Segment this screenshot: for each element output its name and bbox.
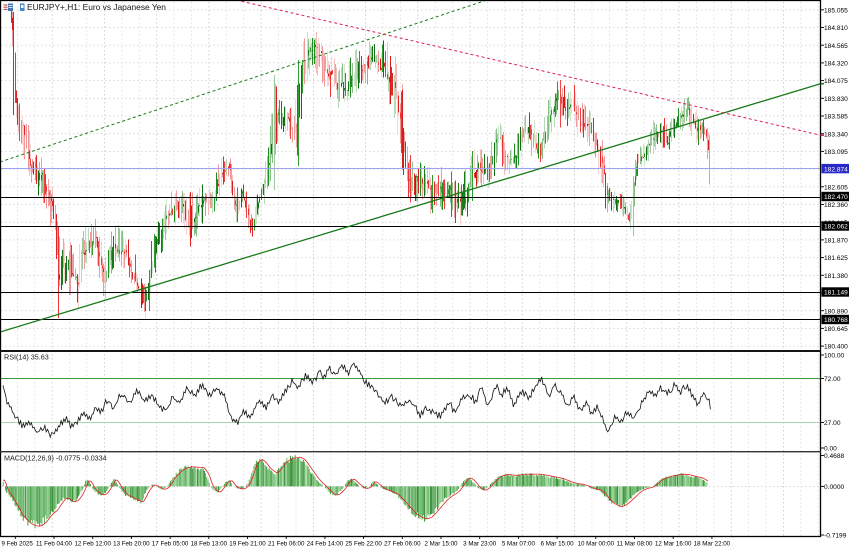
svg-text:180.890: 180.890 bbox=[824, 308, 848, 315]
svg-text:183.830: 183.830 bbox=[824, 96, 848, 103]
svg-text:182.360: 182.360 bbox=[824, 202, 848, 209]
svg-text:EURJPY+,H1: Euro vs Japanese Y: EURJPY+,H1: Euro vs Japanese Yen bbox=[27, 2, 166, 12]
svg-text:17 Feb 05:00: 17 Feb 05:00 bbox=[152, 541, 189, 548]
svg-text:181.870: 181.870 bbox=[824, 238, 848, 245]
svg-text:184.565: 184.565 bbox=[824, 43, 848, 50]
svg-text:181.625: 181.625 bbox=[824, 255, 848, 262]
svg-text:181.149: 181.149 bbox=[824, 290, 848, 297]
svg-text:9 Feb 2025: 9 Feb 2025 bbox=[2, 541, 34, 548]
svg-text:21 Feb 06:00: 21 Feb 06:00 bbox=[268, 541, 305, 548]
svg-text:18 Feb 13:00: 18 Feb 13:00 bbox=[191, 541, 228, 548]
svg-text:0.0000: 0.0000 bbox=[824, 484, 845, 491]
svg-text:6 Mar 15:00: 6 Mar 15:00 bbox=[541, 541, 575, 548]
svg-text:185.055: 185.055 bbox=[824, 7, 848, 14]
svg-text:13 Feb 20:00: 13 Feb 20:00 bbox=[113, 541, 150, 548]
svg-text:184.810: 184.810 bbox=[824, 25, 848, 32]
svg-text:182.605: 182.605 bbox=[824, 184, 848, 191]
svg-text:19 Feb 21:00: 19 Feb 21:00 bbox=[229, 541, 266, 548]
svg-text:3 Mar 23:00: 3 Mar 23:00 bbox=[463, 541, 497, 548]
svg-text:RSI(14) 35.63: RSI(14) 35.63 bbox=[4, 353, 49, 362]
svg-text:182.470: 182.470 bbox=[824, 194, 848, 201]
svg-text:180.645: 180.645 bbox=[824, 326, 848, 333]
svg-text:12 Mar 16:00: 12 Mar 16:00 bbox=[655, 541, 692, 548]
svg-text:24 Feb 14:00: 24 Feb 14:00 bbox=[307, 541, 344, 548]
svg-text:12 Feb 12:00: 12 Feb 12:00 bbox=[74, 541, 111, 548]
svg-text:0.00: 0.00 bbox=[824, 446, 837, 453]
svg-text:100.00: 100.00 bbox=[824, 353, 845, 360]
svg-text:2 Mar 15:00: 2 Mar 15:00 bbox=[424, 541, 458, 548]
svg-text:181.380: 181.380 bbox=[824, 273, 848, 280]
svg-text:-0.7199: -0.7199 bbox=[824, 533, 847, 540]
svg-text:0.4688: 0.4688 bbox=[824, 453, 845, 460]
svg-text:183.095: 183.095 bbox=[824, 149, 848, 156]
svg-text:180.768: 180.768 bbox=[824, 317, 848, 324]
svg-text:184.075: 184.075 bbox=[824, 78, 848, 85]
svg-text:184.320: 184.320 bbox=[824, 61, 848, 68]
svg-text:10 Mar 00:00: 10 Mar 00:00 bbox=[578, 541, 615, 548]
svg-text:MACD(12,26,9) -0.0775 -0.0334: MACD(12,26,9) -0.0775 -0.0334 bbox=[4, 454, 107, 463]
svg-text:5 Mar 07:00: 5 Mar 07:00 bbox=[502, 541, 536, 548]
svg-text:183.585: 183.585 bbox=[824, 114, 848, 121]
svg-text:182.874: 182.874 bbox=[824, 166, 848, 173]
svg-text:18 Mar 22:00: 18 Mar 22:00 bbox=[694, 541, 731, 548]
svg-text:25 Feb 22:00: 25 Feb 22:00 bbox=[345, 541, 382, 548]
svg-text:183.340: 183.340 bbox=[824, 131, 848, 138]
svg-text:72.00: 72.00 bbox=[824, 376, 841, 383]
svg-text:180.400: 180.400 bbox=[824, 344, 848, 351]
svg-text:27 Feb 06:00: 27 Feb 06:00 bbox=[384, 541, 421, 548]
svg-text:27.00: 27.00 bbox=[824, 420, 841, 427]
svg-text:11 Mar 08:00: 11 Mar 08:00 bbox=[616, 541, 653, 548]
svg-text:182.062: 182.062 bbox=[824, 224, 848, 231]
svg-text:11 Feb 04:00: 11 Feb 04:00 bbox=[36, 541, 73, 548]
